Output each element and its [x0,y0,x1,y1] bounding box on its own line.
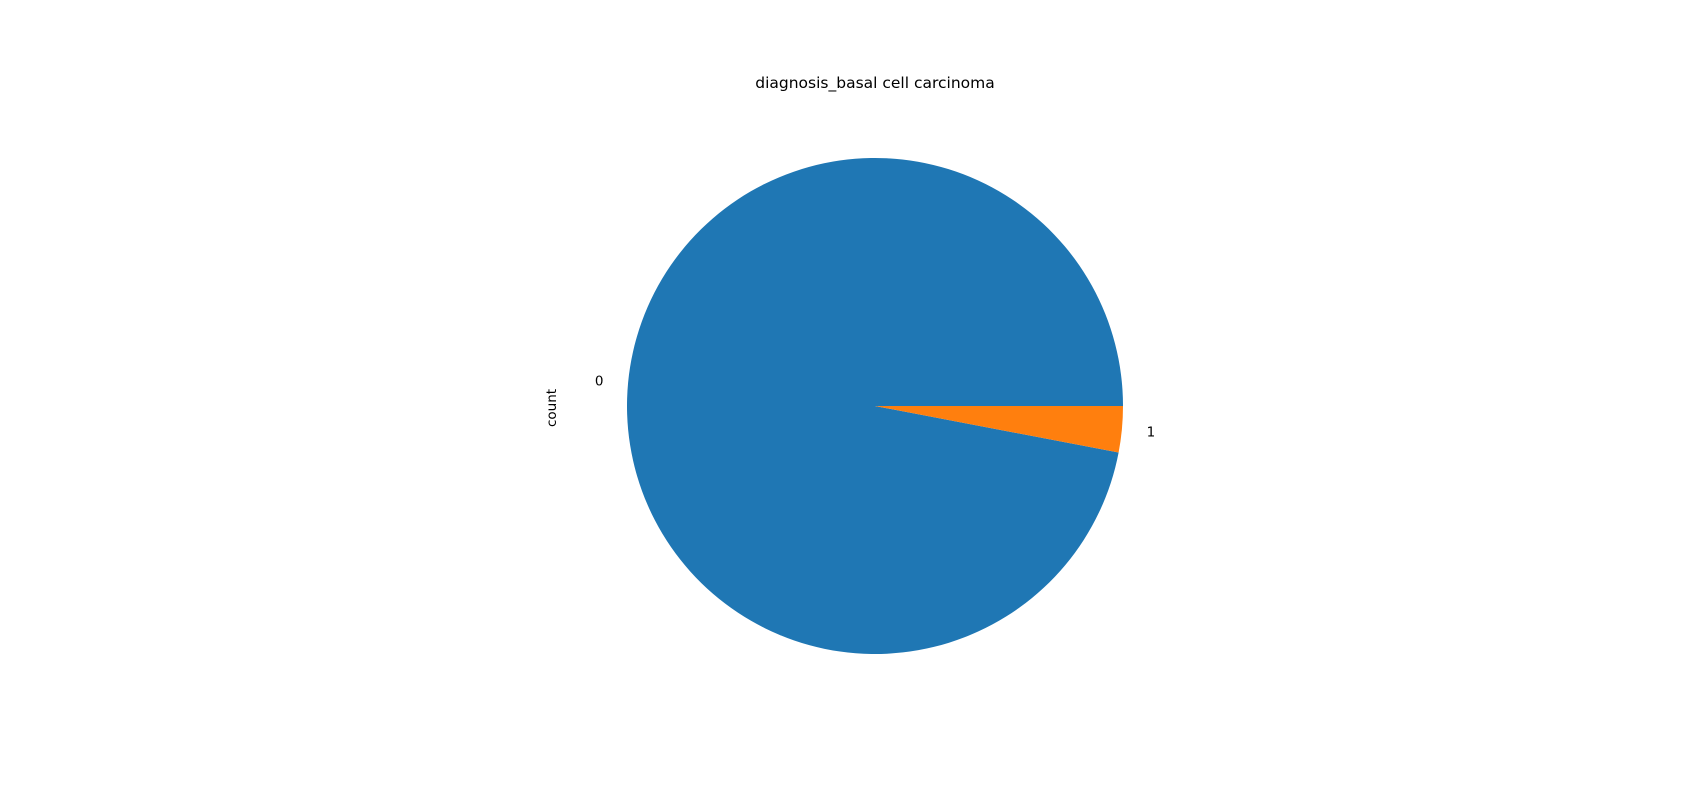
chart-title: diagnosis_basal cell carcinoma [755,74,995,93]
pie-slice-label-0: 0 [595,373,604,389]
pie-slice-labels: 01 [595,373,1155,440]
pie-slice-label-1: 1 [1147,425,1156,441]
pie-slices [627,157,1123,654]
pie-slice-0 [627,157,1123,654]
y-axis-label: count [544,389,560,427]
pie-slice-1 [875,406,1123,453]
